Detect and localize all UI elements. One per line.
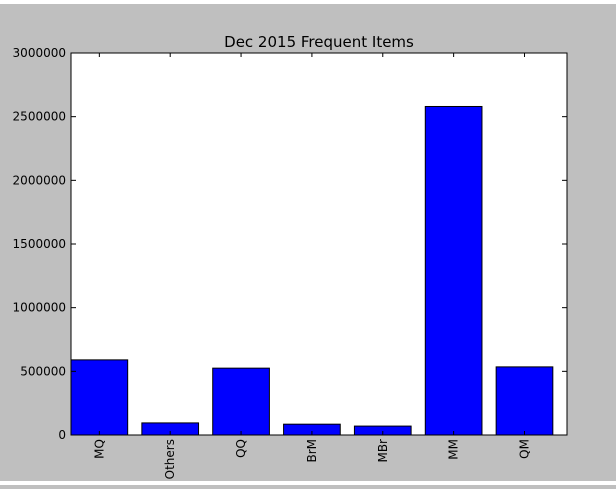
bar-qq <box>212 367 270 436</box>
bar-group <box>70 105 554 436</box>
bottom-border-strip <box>0 481 616 485</box>
top-border-strip <box>0 0 616 4</box>
y-tick-label: 0 <box>58 428 66 442</box>
x-tick-label: QM <box>517 439 531 459</box>
bar-qm <box>495 366 554 436</box>
bar-mq <box>70 359 129 436</box>
plot-area <box>71 53 567 435</box>
x-axis-ticks: MQ Others QQ BrM MBr MM QM <box>92 53 531 479</box>
y-tick-label: 3000000 <box>13 46 66 60</box>
bar-mm <box>424 105 483 436</box>
x-tick-label: MQ <box>92 439 106 459</box>
y-tick-label: 500000 <box>20 364 66 378</box>
x-tick-label: QQ <box>234 439 248 458</box>
y-tick-label: 1500000 <box>13 237 66 251</box>
y-axis-ticks: 0 500000 1000000 1500000 2000000 2500000 30000… <box>13 46 567 442</box>
x-tick-label: MM <box>447 439 461 460</box>
y-tick-label: 2000000 <box>13 173 66 187</box>
plot-frame <box>70 52 568 436</box>
y-tick-label: 1000000 <box>13 301 66 315</box>
x-tick-label: MBr <box>376 439 390 463</box>
chart-title: Dec 2015 Frequent Items <box>224 33 414 51</box>
x-tick-label: Others <box>163 439 177 479</box>
y-tick-label: 2500000 <box>13 110 66 124</box>
x-tick-label: BrM <box>305 439 319 463</box>
